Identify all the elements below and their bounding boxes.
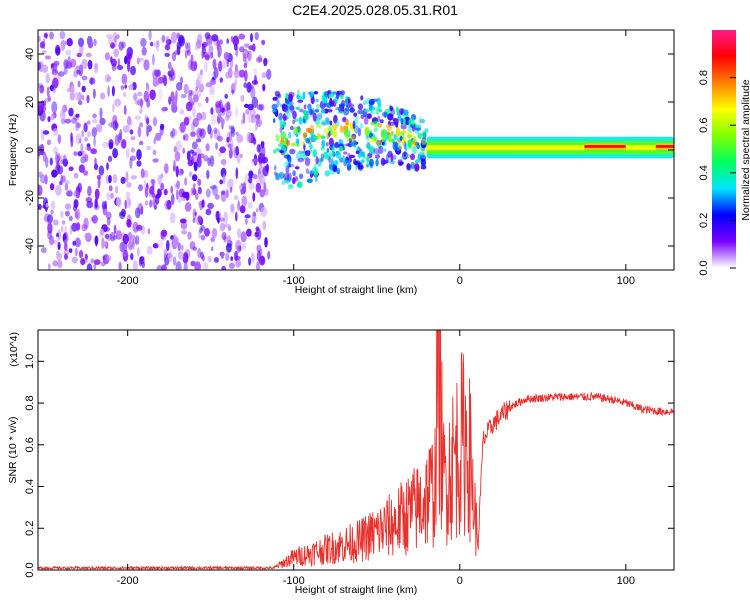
y-tick-label: 0.8: [24, 395, 36, 410]
x-tick-label: -200: [117, 575, 139, 587]
spectrogram-heatmap: [38, 30, 674, 270]
x-tick-label: 100: [617, 275, 635, 287]
y-tick-label: 40: [24, 48, 36, 60]
snr-multiplier: (x10^4): [8, 332, 20, 367]
heatmap-region-3: [584, 141, 626, 152]
x-tick-label: -100: [283, 275, 305, 287]
colorbar-tick-label: 0.8: [698, 70, 710, 85]
y-tick-label: -40: [24, 238, 36, 254]
y-tick-label: -20: [24, 190, 36, 206]
heatmap-region-1: [271, 89, 429, 190]
spectrogram-xlabel: Height of straight line (km): [295, 284, 418, 296]
y-tick-label: 0.4: [24, 479, 36, 494]
heatmap-region-4: [655, 141, 674, 152]
x-tick-label: 0: [457, 575, 463, 587]
snr-ticks: -200 -100 0 100 0.0 0.2 0.4 0.6 0.8 1.0: [24, 330, 674, 587]
x-tick-label: -100: [283, 575, 305, 587]
y-tick-label: 0: [24, 147, 36, 153]
chart-title: C2E4.2025.028.05.31.R01: [292, 2, 458, 18]
y-tick-label: 0.0: [24, 562, 36, 577]
colorbar-tick-label: 0.2: [698, 213, 710, 228]
snr-series-line: [38, 330, 674, 570]
colorbar-strip: [712, 30, 736, 268]
snr-panel: -200 -100 0 100 0.0 0.2 0.4 0.6 0.8 1.0 Height of…: [7, 329, 675, 596]
colorbar: 0.0 0.2 0.4 0.6 0.8 Normalized spectral ampl…: [698, 30, 750, 276]
colorbar-label: Normalized spectral amplitude: [740, 79, 750, 220]
colorbar-ticks: 0.0 0.2 0.4 0.6 0.8: [698, 70, 736, 276]
snr-ylabel: SNR (10 * v/v): [7, 416, 19, 483]
heatmap-region-2: [426, 136, 674, 159]
x-tick-label: -200: [117, 275, 139, 287]
y-tick-label: 1.0: [24, 354, 36, 369]
spectrogram-ylabel: Frequency (Hz): [7, 114, 19, 186]
heatmap-region-0: [38, 30, 272, 270]
colorbar-tick-label: 0.0: [698, 260, 710, 275]
snr-plot-area: [38, 330, 674, 570]
y-tick-label: 20: [24, 96, 36, 108]
y-tick-label: 0.6: [24, 437, 36, 452]
x-tick-label: 0: [457, 275, 463, 287]
colorbar-tick-label: 0.4: [698, 165, 710, 180]
x-tick-label: 100: [617, 575, 635, 587]
y-tick-label: 0.2: [24, 521, 36, 536]
snr-frame: [37, 329, 675, 571]
colorbar-tick-label: 0.6: [698, 118, 710, 133]
snr-xlabel: Height of straight line (km): [295, 584, 418, 596]
